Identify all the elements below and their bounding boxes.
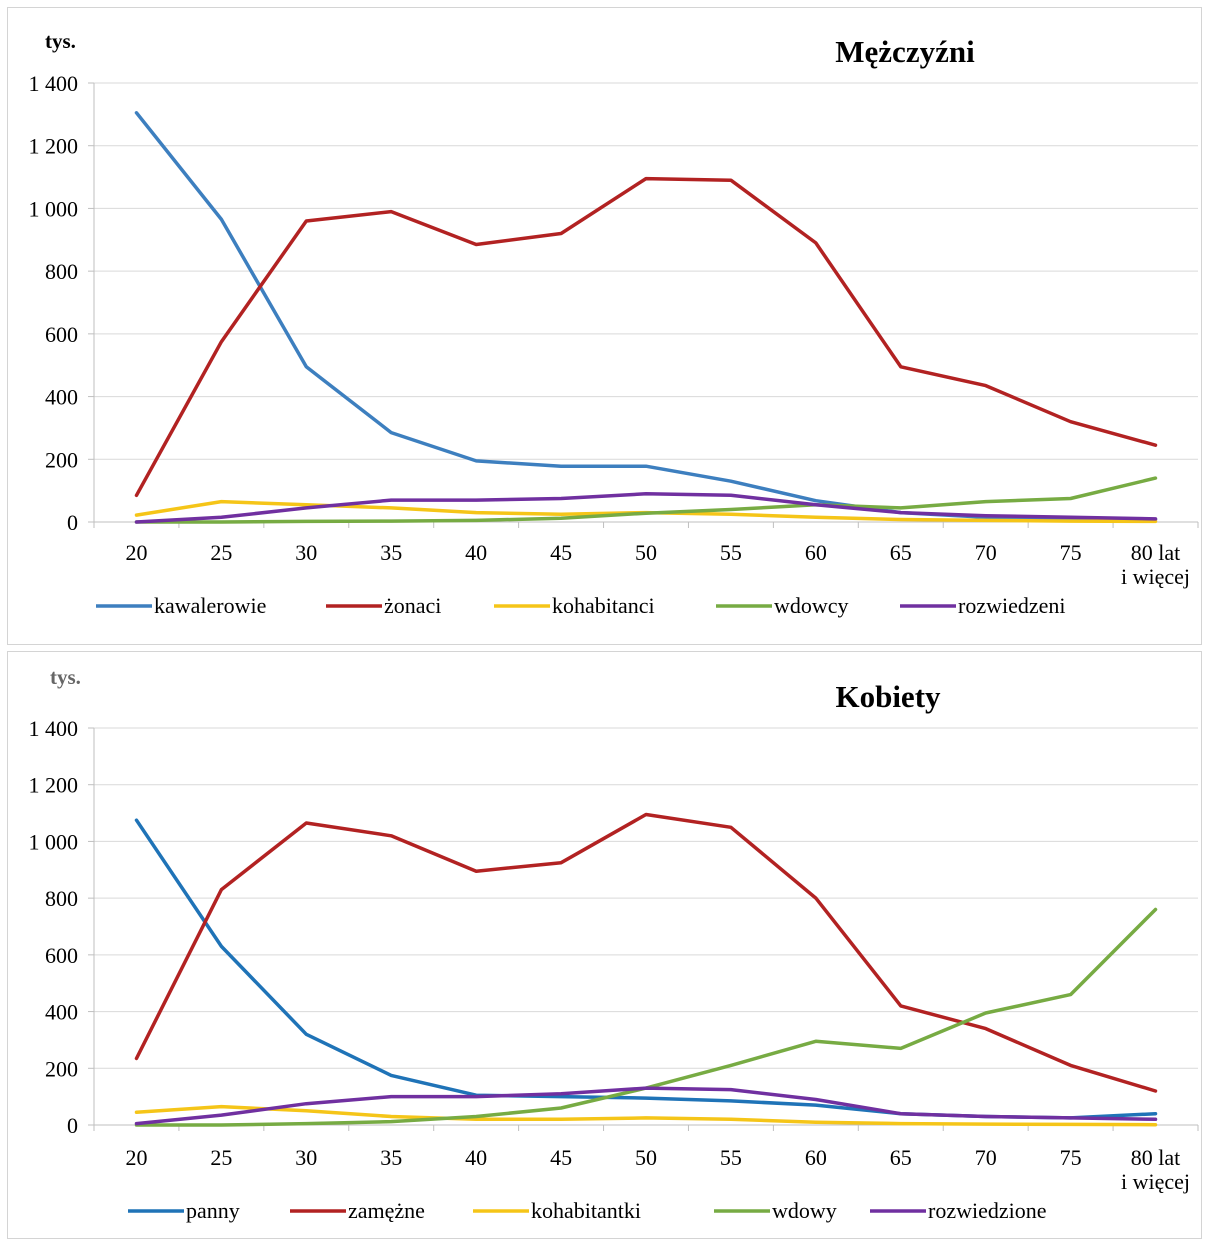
legend-label-kohabitanci: kohabitanci <box>552 593 655 618</box>
series-line-panny <box>134 818 1158 1120</box>
x-tick-label-30: 30 <box>295 1145 317 1170</box>
legend-label-kawalerowie: kawalerowie <box>154 593 266 618</box>
legend-item-kohabitantki: kohabitantki <box>473 1198 641 1223</box>
legend-label-rozwiedzione: rozwiedzione <box>928 1198 1047 1223</box>
legend-label-zonaci: żonaci <box>384 593 441 618</box>
x-tick-label-60: 60 <box>805 1145 827 1170</box>
y-tick-label-1200: 1 200 <box>29 134 79 159</box>
x-tick-label-40: 40 <box>465 540 487 565</box>
x-tick-label-30: 30 <box>295 540 317 565</box>
legend-item-kohabitanci: kohabitanci <box>494 593 655 618</box>
legend-label-panny: panny <box>186 1198 240 1223</box>
series-line-wdowcy <box>134 476 1158 524</box>
series-line-rozwiedzeni <box>134 492 1158 524</box>
series-line-zonaci <box>134 176 1158 498</box>
series-line-rozwiedzione <box>134 1086 1158 1126</box>
x-tick-label-80-lat-i-wiecej: 80 lat i więcej <box>1121 540 1190 589</box>
chart-title: Kobiety <box>835 679 941 714</box>
y-tick-label-0: 0 <box>67 1113 78 1138</box>
x-tick-label-65: 65 <box>890 540 912 565</box>
legend-label-wdowcy: wdowcy <box>774 593 849 618</box>
x-tick-label-20: 20 <box>125 1145 147 1170</box>
x-tick-label-50: 50 <box>635 1145 657 1170</box>
x-tick-label-35: 35 <box>380 540 402 565</box>
x-tick-label-50: 50 <box>635 540 657 565</box>
legend-item-panny: panny <box>128 1198 240 1223</box>
x-tick-label-70: 70 <box>975 540 997 565</box>
x-tick-label-45: 45 <box>550 1145 572 1170</box>
line-chart-women: 0 200 400 600 800 1 000 1 200 1 400 20 25 30 35 40 45… <box>29 665 1199 1223</box>
y-tick-label-400: 400 <box>45 385 78 410</box>
y-tick-label-200: 200 <box>45 1056 78 1081</box>
x-tick-label-40: 40 <box>465 1145 487 1170</box>
chart-title: Mężczyźni <box>835 34 975 69</box>
x-tick-label-25: 25 <box>210 1145 232 1170</box>
y-tick-label-0: 0 <box>67 510 78 535</box>
y-tick-label-1000: 1 000 <box>29 829 79 854</box>
series-line-kohabitantki <box>134 1104 1158 1127</box>
legend-item-wdowcy: wdowcy <box>716 593 849 618</box>
y-tick-label-400: 400 <box>45 1000 78 1025</box>
y-tick-label-800: 800 <box>45 259 78 284</box>
x-tick-label-20: 20 <box>125 540 147 565</box>
legend-item-zamezne: zamężne <box>290 1198 425 1223</box>
y-tick-label-1400: 1 400 <box>29 716 79 741</box>
y-tick-label-1200: 1 200 <box>29 773 79 798</box>
x-tick-label-65: 65 <box>890 1145 912 1170</box>
x-tick-label-45: 45 <box>550 540 572 565</box>
x-tick-label-55: 55 <box>720 540 742 565</box>
unit-label: tys. <box>45 29 76 53</box>
legend-label-zamezne: zamężne <box>348 1198 425 1223</box>
y-tick-label-1400: 1 400 <box>29 71 79 96</box>
y-tick-label-200: 200 <box>45 447 78 472</box>
chart-panel-men: 0 200 400 600 800 1 000 1 200 1 400 20 25 30 35 40 45… <box>7 7 1202 645</box>
x-tick-label-75: 75 <box>1060 540 1082 565</box>
legend-label-kohabitantki: kohabitantki <box>531 1198 641 1223</box>
line-chart-men: 0 200 400 600 800 1 000 1 200 1 400 20 25 30 35 40 45… <box>29 29 1199 618</box>
y-tick-label-600: 600 <box>45 322 78 347</box>
legend-item-kawalerowie: kawalerowie <box>96 593 266 618</box>
legend-item-wdowy: wdowy <box>714 1198 837 1223</box>
series-line-kawalerowie <box>134 111 1158 522</box>
x-tick-label-60: 60 <box>805 540 827 565</box>
series-line-zamezne <box>134 812 1158 1093</box>
legend-item-rozwiedzione: rozwiedzione <box>870 1198 1047 1223</box>
x-tick-label-80-lat-i-wiecej: 80 lat i więcej <box>1121 1145 1190 1194</box>
legend-label-rozwiedzeni: rozwiedzeni <box>958 593 1066 618</box>
x-tick-label-25: 25 <box>210 540 232 565</box>
x-tick-label-70: 70 <box>975 1145 997 1170</box>
chart-panel-women: 0 200 400 600 800 1 000 1 200 1 400 20 25 30 35 40 45… <box>7 651 1202 1239</box>
legend-item-zonaci: żonaci <box>326 593 441 618</box>
y-tick-label-1000: 1 000 <box>29 196 79 221</box>
x-tick-label-55: 55 <box>720 1145 742 1170</box>
y-tick-label-600: 600 <box>45 943 78 968</box>
x-tick-label-75: 75 <box>1060 1145 1082 1170</box>
x-tick-label-35: 35 <box>380 1145 402 1170</box>
y-tick-label-800: 800 <box>45 886 78 911</box>
legend-item-rozwiedzeni: rozwiedzeni <box>900 593 1066 618</box>
unit-label: tys. <box>50 665 81 689</box>
legend-label-wdowy: wdowy <box>772 1198 837 1223</box>
